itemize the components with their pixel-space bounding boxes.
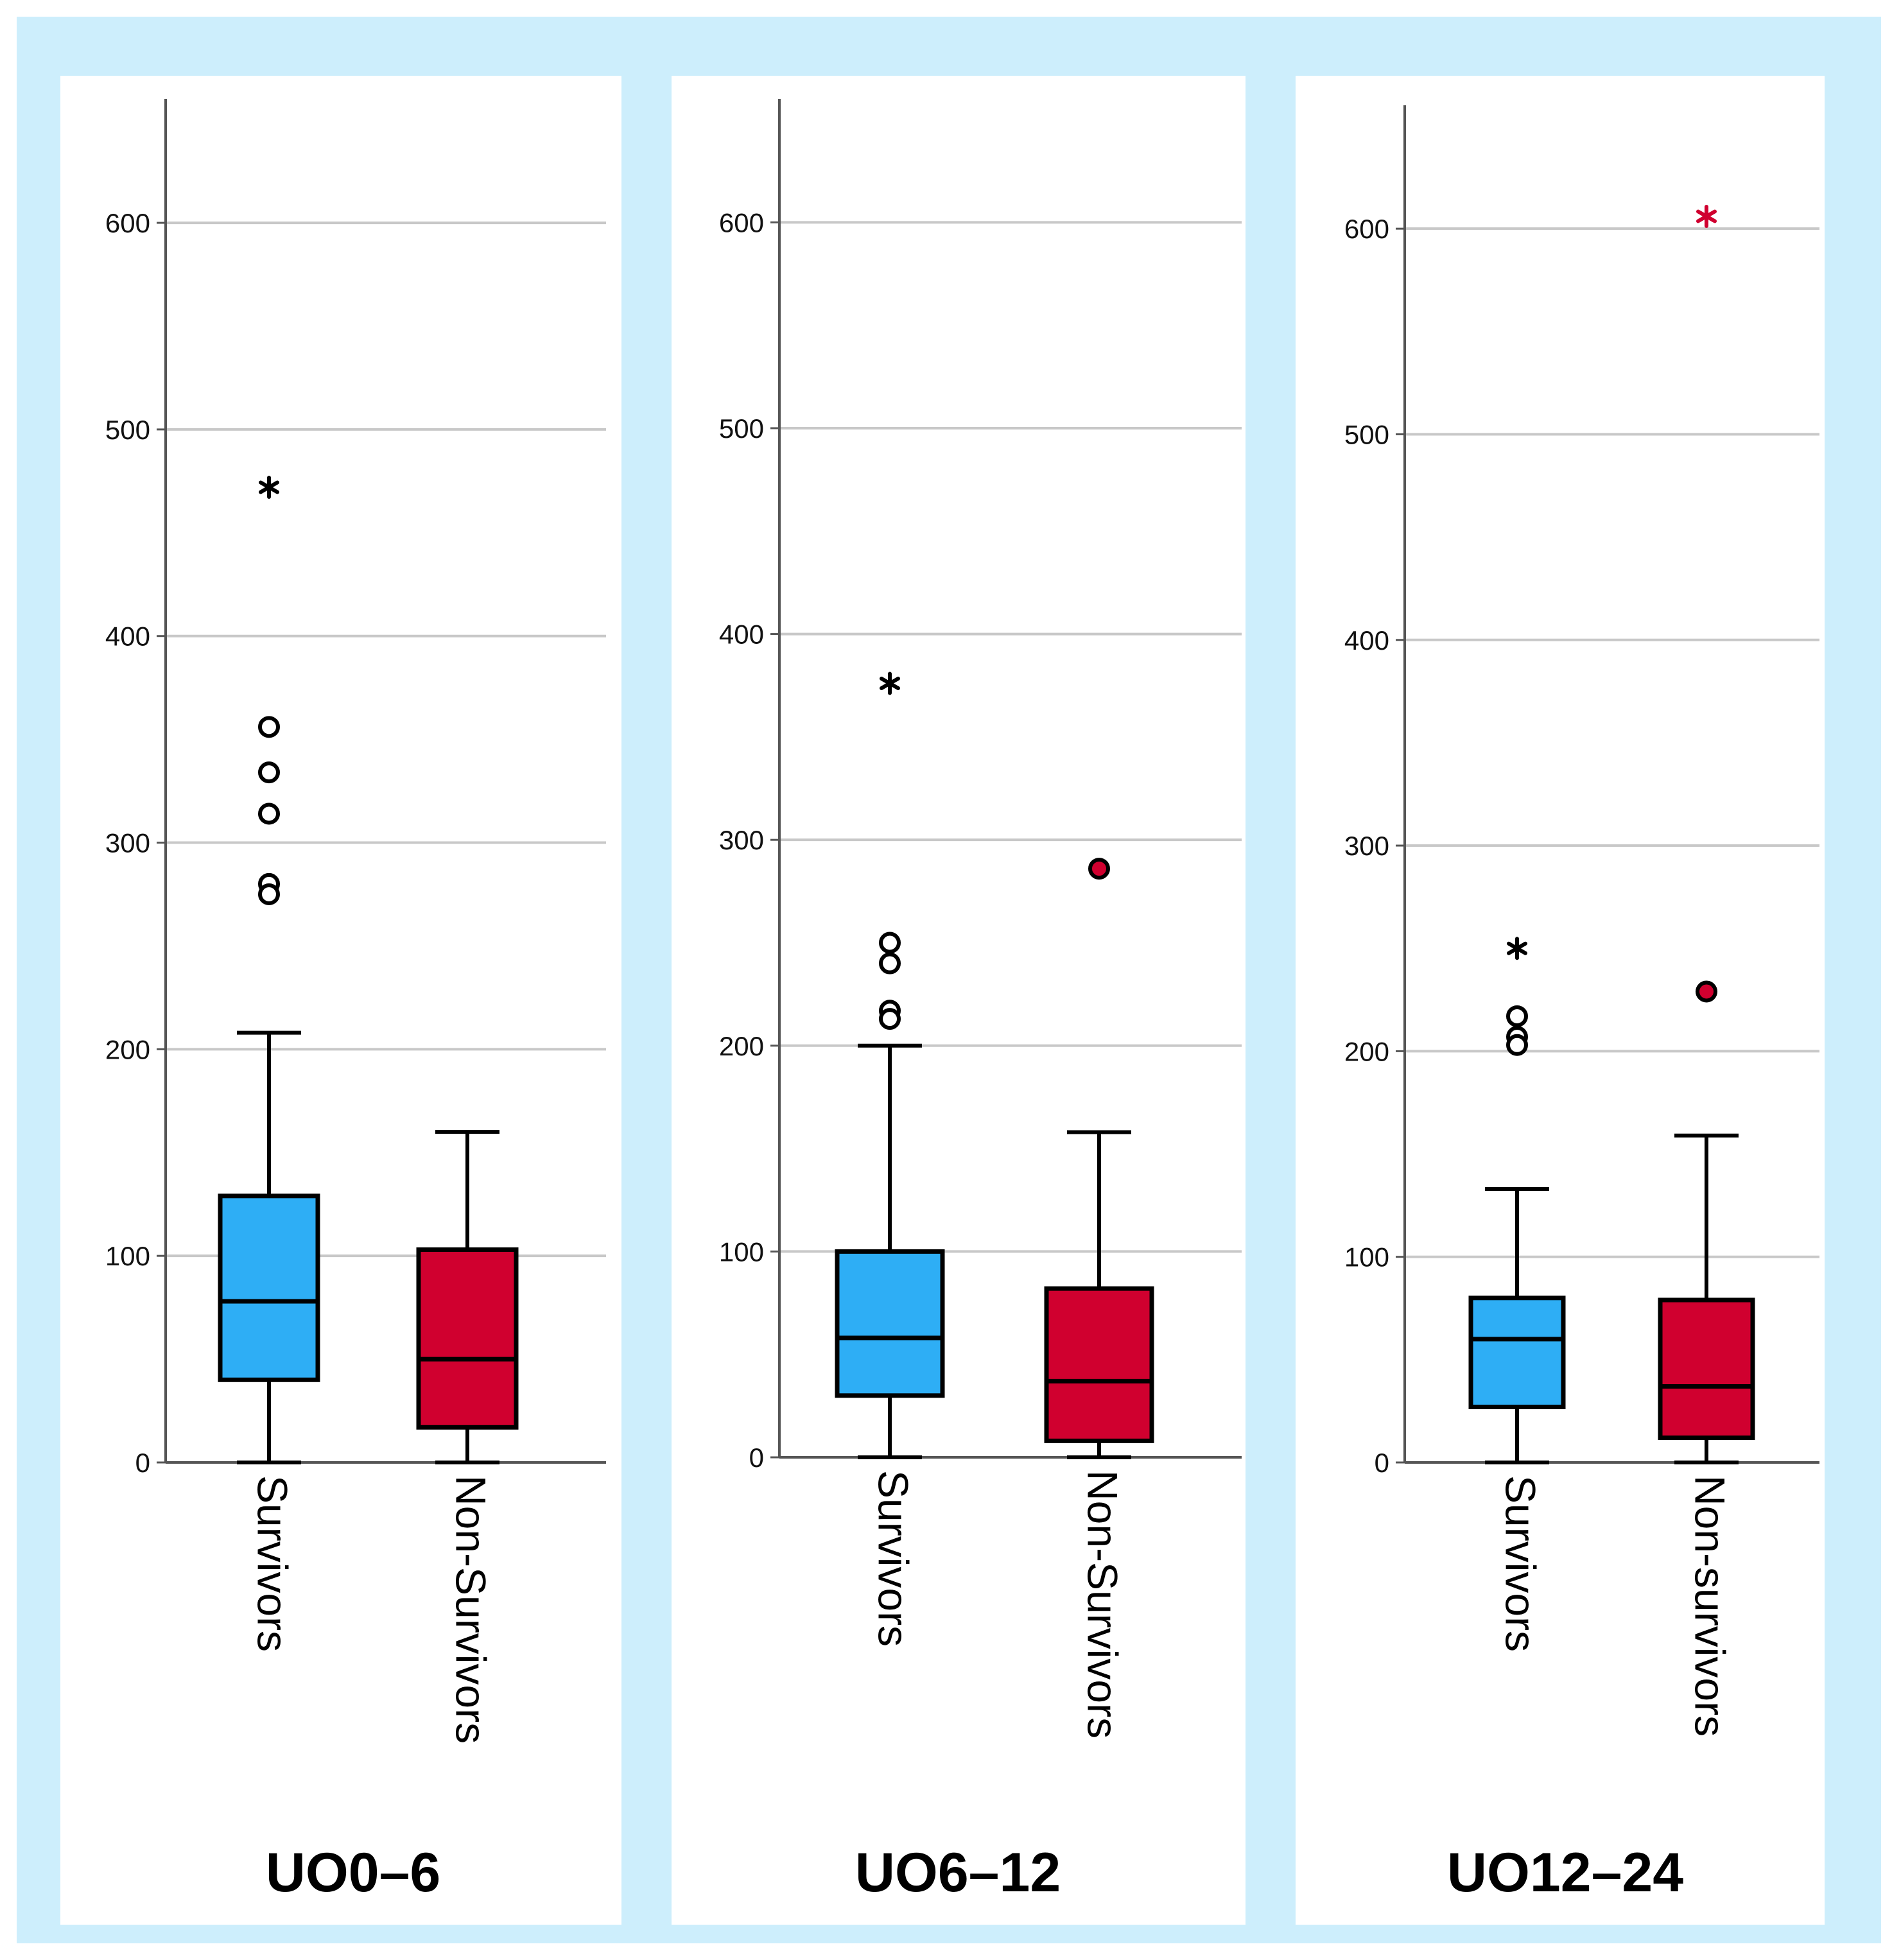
panel-title: UO12–24 bbox=[1447, 1842, 1683, 1904]
y-tick-label: 0 bbox=[1375, 1448, 1389, 1478]
y-tick-label: 200 bbox=[719, 1031, 764, 1061]
panel-uo12-24: 0 100 200 300 400 500 600 Survivors Non-survivor… bbox=[1296, 76, 1825, 1925]
box-survivors-outlier bbox=[1506, 1034, 1528, 1056]
boxplot-uo12-24: 0 100 200 300 400 500 600 Survivors Non-survivor… bbox=[1344, 105, 1819, 1904]
box-survivors-outlier bbox=[258, 883, 280, 905]
box-non-survivors bbox=[1044, 1286, 1154, 1443]
box-survivors-outlier bbox=[258, 761, 280, 784]
boxplot-uo6-12: 0 100 200 300 400 500 600 Survivors Non-Survivor… bbox=[719, 99, 1242, 1904]
category-label: Non-Survivors bbox=[447, 1475, 495, 1744]
panel-uo6-12: 0 100 200 300 400 500 600 Survivors Non-Survivor… bbox=[672, 76, 1246, 1925]
y-tick-label: 400 bbox=[105, 621, 150, 652]
panel-title: UO6–12 bbox=[855, 1842, 1061, 1904]
box-survivors-outlier bbox=[879, 952, 901, 975]
y-tick-label: 600 bbox=[719, 207, 764, 238]
box-survivors-outlier bbox=[258, 802, 280, 825]
y-tick-label: 600 bbox=[1344, 214, 1389, 244]
boxplot-uo0-6: 0 100 200 300 400 500 600 Survivors Non-Survivor… bbox=[105, 99, 606, 1904]
box-non-survivors bbox=[1658, 1297, 1755, 1441]
panel-title: UO0–6 bbox=[266, 1842, 441, 1904]
category-label: Non-survivors bbox=[1687, 1475, 1734, 1737]
y-tick-label: 0 bbox=[135, 1448, 150, 1478]
y-tick-label: 400 bbox=[1344, 625, 1389, 655]
category-label: Survivors bbox=[1497, 1475, 1545, 1652]
box-survivors-extreme-outlier bbox=[259, 476, 279, 499]
box-survivors-outlier bbox=[258, 716, 280, 738]
y-tick-label: 200 bbox=[105, 1034, 150, 1064]
category-label: Survivors bbox=[249, 1475, 297, 1652]
box-survivors-outlier bbox=[879, 1008, 901, 1030]
y-tick-label: 200 bbox=[1344, 1036, 1389, 1066]
figure-frame: 0 100 200 300 400 500 600 Survivors Non-Survivor… bbox=[17, 17, 1881, 1943]
y-tick-label: 500 bbox=[719, 413, 764, 444]
box-survivors-outlier bbox=[1506, 1005, 1528, 1027]
y-tick-label: 100 bbox=[1344, 1242, 1389, 1272]
y-tick-label: 100 bbox=[719, 1236, 764, 1267]
panel-uo0-6: 0 100 200 300 400 500 600 Survivors Non-Survivor… bbox=[60, 76, 621, 1925]
box-survivors bbox=[1468, 1296, 1566, 1410]
y-tick-label: 300 bbox=[105, 828, 150, 858]
y-tick-label: 500 bbox=[105, 415, 150, 445]
category-label: Non-Survivors bbox=[1079, 1470, 1127, 1739]
box-survivors-extreme-outlier bbox=[880, 672, 900, 695]
box-survivors bbox=[835, 1249, 945, 1398]
y-tick-label: 400 bbox=[719, 620, 764, 650]
y-tick-label: 500 bbox=[1344, 419, 1389, 449]
box-survivors-extreme-outlier bbox=[1507, 937, 1527, 960]
y-tick-label: 0 bbox=[749, 1443, 764, 1473]
box-survivors-outlier bbox=[879, 932, 901, 954]
category-label: Survivors bbox=[870, 1470, 917, 1647]
y-tick-label: 100 bbox=[105, 1241, 150, 1271]
box-non-survivors bbox=[416, 1247, 519, 1430]
y-tick-label: 300 bbox=[1344, 831, 1389, 861]
y-tick-label: 600 bbox=[105, 208, 150, 238]
box-non-survivors-outlier bbox=[1088, 858, 1110, 880]
box-non-survivors-extreme-outlier bbox=[1696, 204, 1717, 228]
box-survivors bbox=[218, 1193, 320, 1382]
y-tick-label: 300 bbox=[719, 825, 764, 855]
box-non-survivors-outlier bbox=[1696, 980, 1717, 1003]
